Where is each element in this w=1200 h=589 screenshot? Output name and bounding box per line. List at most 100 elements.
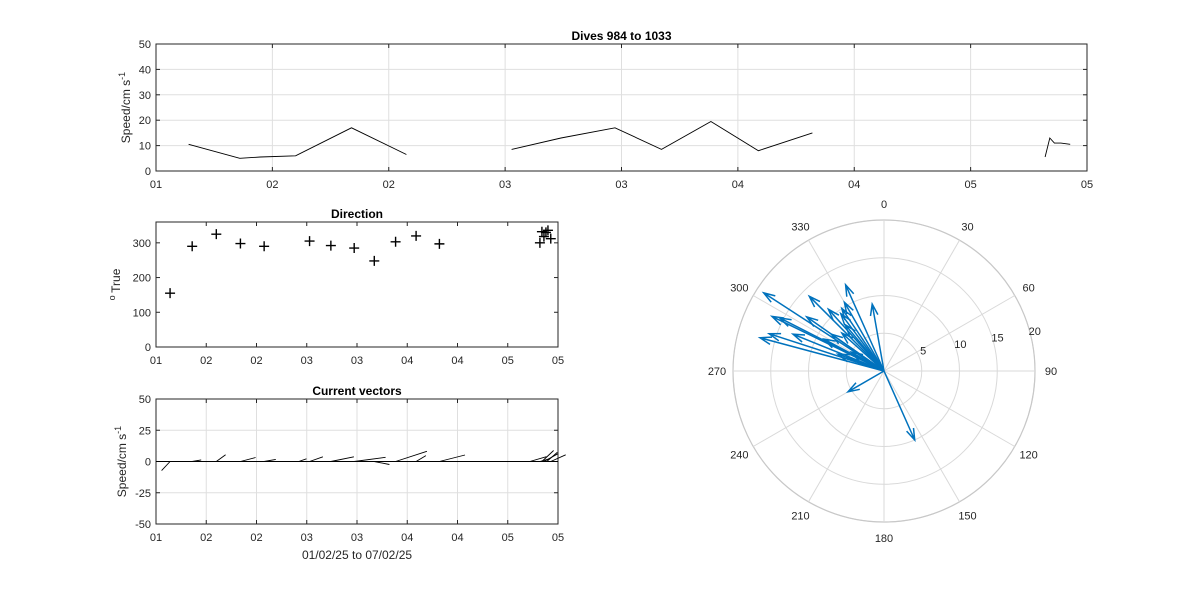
speed-xtick-label: 01 — [150, 179, 162, 191]
speed-ylabel-text: Speed/cm s — [119, 80, 133, 143]
direction-point — [259, 241, 270, 252]
vectors-ylabel: Speed/cm s-1 — [113, 426, 129, 497]
direction-point — [545, 233, 556, 244]
polar-angle-label: 210 — [791, 511, 809, 523]
polar-arrow — [843, 300, 885, 372]
direction-point — [538, 231, 549, 242]
direction-point — [434, 238, 445, 249]
speed-series-line — [1044, 137, 1071, 158]
direction-point — [349, 243, 360, 254]
polar-angle-label: 90 — [1045, 366, 1057, 378]
polar-arrow — [883, 370, 916, 443]
direction-point — [369, 255, 380, 266]
direction-axes-box — [155, 221, 559, 348]
speed-title: Dives 984 to 1033 — [571, 29, 671, 43]
current-vector — [161, 461, 171, 471]
direction-xtick-label: 04 — [401, 355, 413, 367]
vectors-xtick-label: 02 — [250, 532, 262, 544]
direction-ylabel: o True — [107, 268, 123, 300]
polar-angle-label: 150 — [958, 511, 976, 523]
polar-spoke — [883, 370, 960, 503]
direction-ytick-label: 200 — [133, 273, 151, 285]
vectors-xtick-label: 01 — [150, 532, 162, 544]
polar-ring-label: 10 — [954, 339, 966, 351]
direction-point — [534, 237, 545, 248]
current-vector — [546, 452, 558, 462]
polar-arrow — [840, 306, 885, 372]
speed-xtick-label: 05 — [1081, 179, 1093, 191]
direction-ylabel-text: True — [109, 268, 123, 293]
direction-point — [390, 236, 401, 247]
polar-arrow — [840, 331, 885, 372]
current-vector — [529, 456, 547, 462]
current-vector — [354, 456, 386, 462]
speed-xtick-label: 03 — [499, 179, 511, 191]
current-vector — [240, 457, 256, 462]
current-vector — [298, 458, 307, 462]
direction-point — [235, 238, 246, 249]
polar-ring-label: 20 — [1029, 326, 1041, 338]
polar-arrow — [843, 322, 885, 372]
vectors-title: Current vectors — [312, 384, 402, 398]
direction-xtick-label: 02 — [250, 355, 262, 367]
polar-angle-label: 180 — [875, 533, 893, 545]
polar-arrow — [869, 301, 885, 372]
speed-xtick-label: 04 — [848, 179, 860, 191]
direction-point — [325, 240, 336, 251]
speed-series-line — [511, 120, 813, 152]
direction-xtick-label: 05 — [502, 355, 514, 367]
polar-arrow — [757, 336, 885, 372]
speed-ylabel: Speed/cm s-1 — [117, 72, 133, 143]
speed-ytick-label: 50 — [139, 39, 151, 51]
speed-xtick-label: 02 — [266, 179, 278, 191]
vectors-xtick-label: 02 — [200, 532, 212, 544]
direction-point — [165, 288, 176, 299]
current-vector — [439, 454, 466, 462]
polar-angle-label: 300 — [730, 283, 748, 295]
polar-arrow — [829, 332, 885, 372]
speed-ytick-label: 40 — [139, 64, 151, 76]
vectors-xtick-label: 05 — [502, 532, 514, 544]
speed-ytick-label: 0 — [145, 166, 151, 178]
vectors-xtick-label: 04 — [451, 532, 463, 544]
current-vector — [374, 461, 390, 465]
vectors-xtick-label: 04 — [401, 532, 413, 544]
polar-angle-label: 60 — [1023, 283, 1035, 295]
speed-xtick-label: 02 — [383, 179, 395, 191]
direction-xtick-label: 05 — [552, 355, 564, 367]
direction-point — [304, 236, 315, 247]
speed-axes — [155, 43, 1088, 172]
polar-spoke — [808, 370, 885, 503]
speed-ylabel-sup: -1 — [117, 72, 127, 80]
direction-xtick-label: 02 — [200, 355, 212, 367]
current-vector — [192, 459, 202, 462]
vectors-ylabel-text: Speed/cm s — [115, 434, 129, 497]
direction-ytick-label: 100 — [133, 307, 151, 319]
current-vector — [216, 454, 226, 462]
polar-angle-label: 0 — [881, 199, 887, 211]
polar-spoke — [883, 239, 960, 372]
direction-xtick-label: 03 — [301, 355, 313, 367]
direction-ytick-label: 300 — [133, 238, 151, 250]
polar-arrow — [844, 282, 885, 372]
direction-point — [187, 241, 198, 252]
current-vector — [264, 458, 276, 462]
current-vector — [395, 450, 428, 462]
direction-xtick-label: 04 — [451, 355, 463, 367]
polar-arrow — [807, 294, 885, 372]
current-vector — [550, 454, 566, 462]
vectors-ytick-label: 25 — [139, 425, 151, 437]
vectors-xtick-label: 03 — [351, 532, 363, 544]
direction-ytick-label: 0 — [145, 342, 151, 354]
vectors-ytick-label: 0 — [145, 457, 151, 469]
speed-ytick-label: 20 — [139, 115, 151, 127]
direction-point — [211, 229, 222, 240]
direction-point — [542, 225, 553, 236]
vectors-ytick-label: 50 — [139, 394, 151, 406]
current-vector — [541, 450, 554, 462]
polar-arrow — [766, 332, 885, 372]
direction-point — [540, 227, 551, 238]
current-vector — [330, 456, 354, 462]
polar-angle-label: 330 — [791, 221, 809, 233]
